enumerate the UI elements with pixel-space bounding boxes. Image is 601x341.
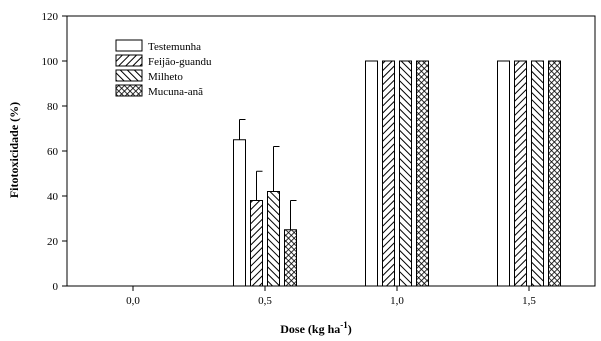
- legend-swatch: [115, 39, 143, 52]
- bar: [399, 60, 412, 287]
- bar: [284, 229, 297, 287]
- x-tick-label: 1,0: [390, 295, 404, 307]
- x-tick-label: 1,5: [522, 295, 536, 307]
- y-tick-label: 20: [47, 236, 59, 248]
- y-axis-title: Fitotoxicidade (%): [7, 102, 21, 198]
- y-tick-label: 60: [47, 146, 59, 158]
- axes: 0 20 40 60 80 100 120 0,0 0,5 1,0 1,5: [42, 11, 596, 307]
- bar: [514, 60, 527, 287]
- bar: [267, 191, 280, 287]
- y-tick-label: 100: [42, 56, 59, 68]
- legend-label: Milheto: [148, 71, 183, 83]
- bar: [382, 60, 395, 287]
- bar: [416, 60, 429, 287]
- legend-label: Feijão-guandu: [148, 56, 212, 68]
- y-tick-label: 120: [42, 11, 59, 23]
- bar: [233, 139, 246, 287]
- legend-swatch: [115, 54, 143, 67]
- legend-label: Mucuna-anã: [148, 86, 203, 98]
- bar: [548, 60, 561, 287]
- bar: [531, 60, 544, 287]
- legend-label: Testemunha: [148, 41, 201, 53]
- x-tick-label: 0,0: [126, 295, 140, 307]
- x-tick-label: 0,5: [258, 295, 272, 307]
- legend-swatch: [115, 69, 143, 82]
- bar: [365, 60, 378, 287]
- x-axis-title: Dose (kg ha-1): [280, 320, 352, 336]
- y-tick-label: 40: [47, 191, 59, 203]
- legend-swatch: [115, 84, 143, 97]
- bar: [497, 60, 510, 287]
- legend: Testemunha Feijão-guandu Milheto Mucuna-anã: [115, 39, 212, 98]
- bar: [250, 200, 263, 287]
- bars: [233, 60, 561, 287]
- y-tick-label: 0: [53, 281, 59, 293]
- y-tick-label: 80: [47, 101, 59, 113]
